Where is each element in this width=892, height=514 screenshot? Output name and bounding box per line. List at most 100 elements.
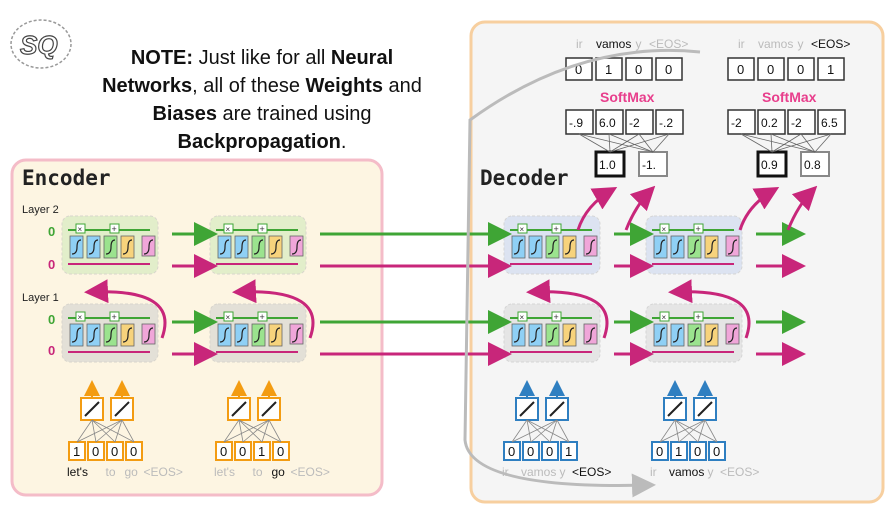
sigmoid-icon: [71, 327, 82, 343]
sigmoid-icon: [270, 239, 281, 255]
decoder-one-hot-value: 1: [565, 444, 572, 459]
output-word: y: [636, 37, 642, 51]
weight-line: [242, 419, 270, 443]
layer-label: Layer 2: [22, 204, 59, 216]
weight-line: [526, 419, 532, 443]
multiply-icon: ×: [520, 225, 525, 234]
encoder-one-hot-value: 0: [239, 444, 246, 459]
add-icon: +: [112, 312, 117, 322]
multiply-icon: [517, 223, 528, 234]
weight-line: [91, 419, 97, 443]
note-part: are trained using: [216, 103, 372, 125]
output-word: <EOS>: [649, 37, 688, 51]
weight-line: [223, 419, 270, 443]
output-one-hot-value: 0: [575, 62, 582, 77]
decoder-input-word: vamos: [521, 465, 556, 479]
multiply-icon: [223, 311, 234, 322]
add-icon: [257, 311, 268, 322]
output-word: vamos: [758, 37, 793, 51]
weight-line: [511, 419, 558, 443]
add-icon: [693, 223, 704, 234]
weight-line: [114, 419, 123, 443]
sigmoid-icon: [219, 327, 230, 343]
weight-line: [91, 419, 135, 443]
weight-line: [609, 133, 640, 153]
linear-activation-icon: [549, 401, 565, 417]
weight-line: [261, 419, 270, 443]
encoder-input-word: let's: [214, 465, 235, 479]
multiply-icon: ×: [662, 313, 667, 322]
fully-connected-value: -1.: [642, 158, 656, 172]
add-icon: +: [112, 224, 117, 234]
weight-line: [609, 133, 670, 153]
multiply-icon: [517, 311, 528, 322]
logit-value: 6.5: [821, 116, 838, 130]
output-one-hot-value: 1: [827, 62, 834, 77]
add-icon: +: [260, 312, 265, 322]
sigmoid-icon: [689, 327, 700, 343]
weight-line: [770, 133, 816, 153]
logit-value: -.2: [659, 116, 673, 130]
logit-value: -2: [791, 116, 802, 130]
sigmoid-icon: [236, 327, 247, 343]
weight-line: [238, 419, 244, 443]
add-icon: +: [696, 224, 701, 234]
weight-line: [800, 133, 816, 153]
sigmoid-icon: [655, 327, 666, 343]
multiply-icon: ×: [78, 225, 83, 234]
note-part: .: [340, 131, 347, 153]
weight-line: [526, 419, 570, 443]
feedback-arrow: [463, 48, 701, 498]
output-word: vamos: [596, 37, 631, 51]
logo-text: SQ: [20, 30, 58, 60]
sigmoid-icon: [253, 327, 264, 343]
weight-line: [76, 419, 93, 443]
output-arrow: [624, 185, 656, 231]
decoder-one-hot-value: 0: [713, 444, 720, 459]
weight-line: [652, 133, 670, 153]
encoder-one-hot-value: 0: [92, 444, 99, 459]
multiply-icon: [659, 311, 670, 322]
output-word: ir: [576, 37, 583, 51]
encoder-input-word: go: [272, 465, 286, 479]
encoder-input-word: let's: [67, 465, 88, 479]
add-icon: [551, 223, 562, 234]
output-one-hot-cell: [817, 57, 845, 81]
note-part: Biases: [152, 103, 217, 125]
logit-cell: [817, 109, 846, 135]
sigmoid-icon: [88, 327, 99, 343]
note-part: Networks: [102, 75, 193, 97]
linear-activation-icon: [84, 401, 100, 417]
sigmoid-icon: [253, 239, 264, 255]
weight-line: [770, 133, 773, 153]
sigmoid-icon: [727, 239, 738, 255]
decoder-one-hot-value: 0: [656, 444, 663, 459]
sigmoid-icon: [585, 327, 596, 343]
add-icon: [257, 223, 268, 234]
sigmoid-icon: [727, 327, 738, 343]
logit-cell: [757, 109, 786, 135]
sigmoid-icon: [513, 239, 524, 255]
multiply-icon: [75, 311, 86, 322]
sigmoid-icon: [219, 239, 230, 255]
weight-line: [697, 419, 706, 443]
output-one-hot-cell: [727, 57, 755, 81]
layer-label: Layer 1: [22, 292, 59, 304]
weight-line: [121, 419, 135, 443]
encoder-one-hot-value: 0: [111, 444, 118, 459]
sigmoid-icon: [143, 239, 154, 255]
weight-line: [530, 419, 558, 443]
fully-connected-value: 0.8: [804, 158, 821, 172]
output-one-hot-value: 0: [797, 62, 804, 77]
logit-value: -2: [629, 116, 640, 130]
softmax-label: SoftMax: [600, 89, 655, 105]
sigmoid-icon: [122, 239, 133, 255]
sigmoid-icon: [122, 327, 133, 343]
decoder-input-word: vamos: [669, 465, 704, 479]
multiply-icon: ×: [78, 313, 83, 322]
weight-line: [608, 133, 654, 153]
encoder-input-word: to: [253, 465, 263, 479]
layer-connection-arrow: [232, 279, 315, 339]
sigmoid-icon: [706, 239, 717, 255]
weight-line: [526, 419, 551, 443]
